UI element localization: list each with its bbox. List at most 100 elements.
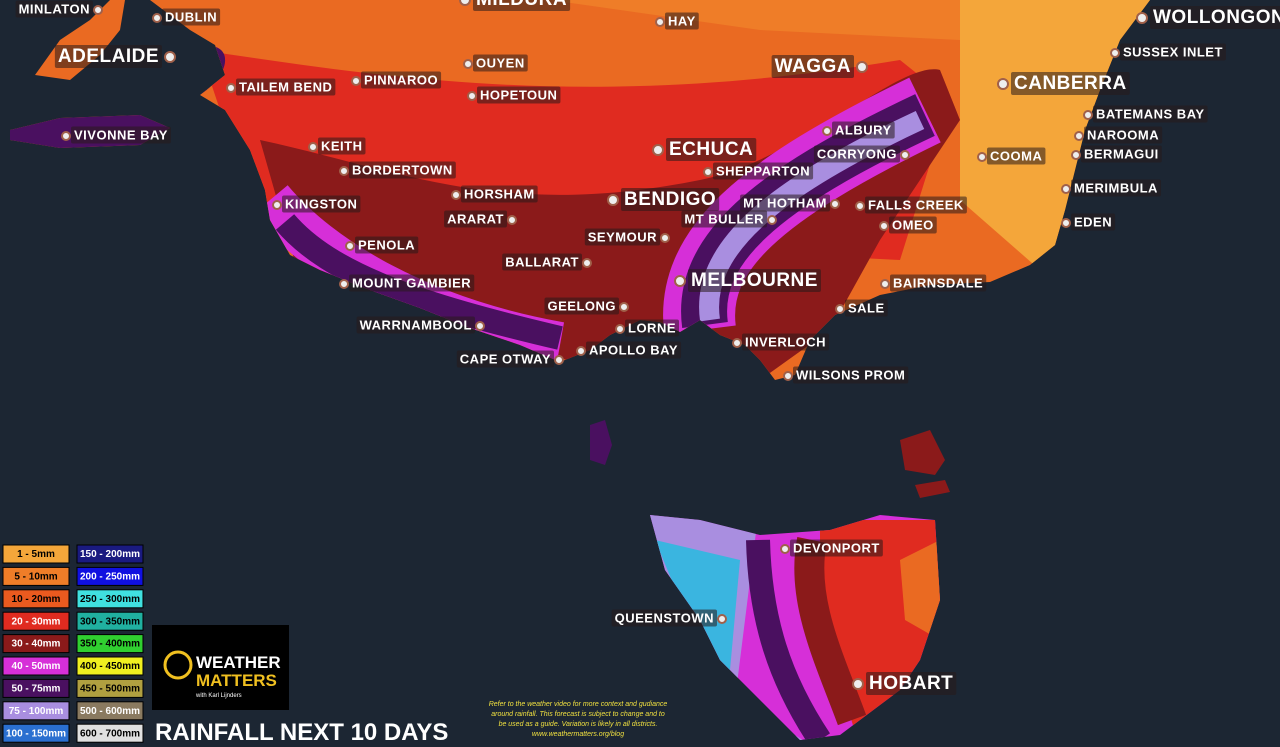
legend-swatch (2, 701, 70, 721)
place-label: HORSHAM (464, 186, 535, 201)
legend-swatch (2, 566, 70, 586)
place-label: HOBART (869, 673, 953, 694)
place-dot (732, 338, 742, 348)
place-label: SEYMOUR (588, 229, 657, 244)
place-label: HOPETOUN (480, 87, 557, 102)
place-label: SALE (848, 300, 885, 315)
legend-swatch (76, 544, 144, 564)
place-label: OUYEN (476, 55, 525, 70)
zone (655, 540, 740, 670)
place-dot (339, 166, 349, 176)
place-dot (351, 76, 361, 86)
flinders-island (900, 430, 950, 498)
place-dot (652, 144, 664, 156)
legend-label: 10 - 20mm (12, 594, 61, 605)
place-label: NAROOMA (1087, 127, 1159, 142)
place: NAROOMA (1074, 126, 1163, 144)
disclaimer-line: www.weathermatters.org/blog (532, 731, 624, 738)
place-label: BAIRNSDALE (893, 275, 983, 290)
place: BATEMANS BAY (1083, 105, 1208, 123)
legend-swatch (76, 589, 144, 609)
label-bg (621, 188, 720, 212)
place-dot (459, 0, 471, 6)
place-label: MILDURA (476, 0, 567, 10)
legend-label: 300 - 350mm (80, 616, 140, 627)
place-label: BALLARAT (505, 254, 579, 269)
label-bg (236, 78, 336, 96)
place-dot (607, 194, 619, 206)
logo-byline: with Karl Lijnders (195, 693, 242, 699)
label-bg (1011, 72, 1130, 96)
place-label: INVERLOCH (745, 334, 826, 349)
place-label: MT HOTHAM (743, 195, 827, 210)
place-label: HAY (668, 13, 696, 28)
place-dot (463, 59, 473, 69)
place: INVERLOCH (732, 333, 830, 351)
legend-label: 450 - 500mm (80, 684, 140, 695)
label-bg (1150, 6, 1280, 30)
place: MT BULLER (681, 210, 777, 228)
place-label: ADELAIDE (58, 46, 159, 67)
place-dot (308, 142, 318, 152)
place-label: VIVONNE BAY (74, 127, 168, 142)
place: HAY (655, 12, 699, 30)
label-bg (349, 161, 456, 179)
place: PENOLA (345, 236, 419, 254)
place-dot (780, 544, 790, 554)
place: WARRNAMBOOL (356, 316, 485, 334)
label-bg (544, 297, 619, 315)
place-dot (783, 371, 793, 381)
place-dot (879, 221, 889, 231)
legend-label: 100 - 150mm (6, 728, 66, 739)
place-dot (467, 91, 477, 101)
place-dot (822, 126, 832, 136)
disclaimer-line: Refer to the weather video for more cont… (489, 701, 668, 708)
label-bg (1093, 105, 1208, 123)
place-label: QUEENSTOWN (615, 610, 714, 625)
place: WILSONS PROM (783, 366, 909, 384)
zone (900, 540, 940, 640)
place: HORSHAM (451, 185, 538, 203)
label-bg (813, 145, 900, 163)
place-label: WARRNAMBOOL (360, 317, 472, 332)
place-dot (835, 304, 845, 314)
place: CAPE OTWAY (456, 350, 564, 368)
place-label: ECHUCA (669, 139, 753, 160)
place-label: SUSSEX INLET (1123, 44, 1223, 59)
legend-label: 30 - 40mm (12, 639, 61, 650)
place: TAILEM BEND (226, 78, 336, 96)
place-dot (619, 302, 629, 312)
place-dot (703, 167, 713, 177)
place-dot (900, 150, 910, 160)
label-bg (793, 366, 909, 384)
place-label: MINLATON (19, 1, 90, 16)
label-bg (584, 228, 661, 246)
place: ALBURY (822, 121, 895, 139)
place: FALLS CREEK (855, 196, 967, 214)
place-label: DEVONPORT (793, 540, 880, 555)
place-label: ALBURY (835, 122, 892, 137)
place-dot (767, 215, 777, 225)
label-bg (473, 54, 528, 72)
place-dot (576, 346, 586, 356)
place-label: MELBOURNE (691, 270, 818, 291)
legend-swatch (2, 678, 70, 698)
place: SHEPPARTON (703, 162, 814, 180)
map-title: RAINFALL NEXT 10 DAYS (155, 719, 448, 746)
place: QUEENSTOWN (611, 609, 727, 627)
place-dot (830, 199, 840, 209)
label-bg (282, 195, 361, 213)
label-bg (1071, 213, 1116, 231)
place-label: BATEMANS BAY (1096, 106, 1205, 121)
place-label: MT BULLER (684, 211, 764, 226)
place: DEVONPORT (780, 539, 883, 557)
place-dot (475, 321, 485, 331)
place-dot (93, 5, 103, 15)
label-bg (1081, 145, 1162, 163)
place: ARARAT (444, 210, 517, 228)
place-label: BORDERTOWN (352, 162, 453, 177)
legend-swatch (76, 678, 144, 698)
place-label: PENOLA (358, 237, 415, 252)
legend-label: 150 - 200mm (80, 549, 140, 560)
place-label: COOMA (990, 148, 1042, 163)
